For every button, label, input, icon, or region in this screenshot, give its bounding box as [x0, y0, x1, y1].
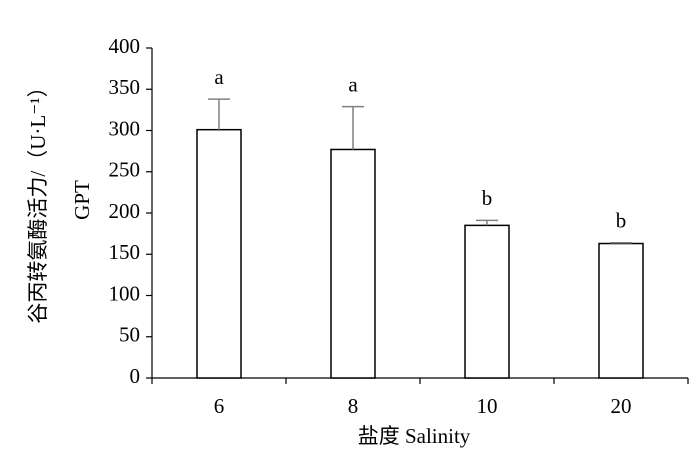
y-tick-label: 100 — [109, 281, 141, 305]
x-axis-label: 盐度 Salinity — [358, 424, 471, 448]
x-tick-label: 20 — [611, 394, 632, 418]
x-tick-label: 6 — [214, 394, 225, 418]
bar — [196, 128, 242, 379]
x-tick-label: 8 — [348, 394, 359, 418]
x-tick-label: 10 — [477, 394, 498, 418]
annotation: a — [214, 65, 224, 89]
y-tick-label: 400 — [109, 34, 141, 58]
annotation: b — [616, 209, 627, 233]
annotation: b — [482, 186, 493, 210]
annotation: a — [348, 72, 358, 96]
y-tick-label: 200 — [109, 199, 141, 223]
bar — [330, 148, 376, 379]
y-tick-label: 50 — [119, 323, 140, 347]
y-axis-label: GPT — [70, 180, 94, 220]
y-tick-label: 350 — [109, 75, 141, 99]
y-tick-label: 0 — [130, 364, 141, 388]
bar — [464, 224, 510, 379]
y-axis-label: 谷丙转氨酶活力/（U·L⁻¹） — [26, 76, 50, 323]
bar — [598, 242, 644, 379]
y-tick-label: 250 — [109, 158, 141, 182]
y-tick-label: 300 — [109, 116, 141, 140]
y-tick-label: 150 — [109, 240, 141, 264]
